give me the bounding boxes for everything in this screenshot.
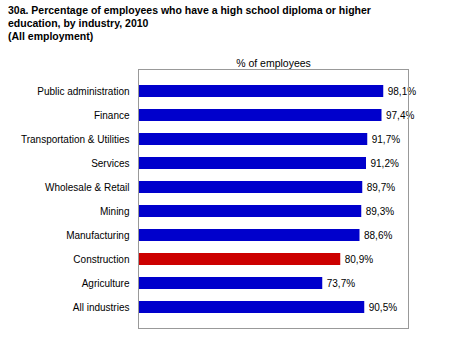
svg-text:89,7%: 89,7%	[367, 182, 395, 193]
svg-text:Construction: Construction	[73, 254, 129, 265]
svg-text:91,7%: 91,7%	[372, 134, 400, 145]
svg-text:98,1%: 98,1%	[388, 86, 416, 97]
svg-text:80,9%: 80,9%	[345, 254, 373, 265]
svg-text:Public administration: Public administration	[37, 86, 129, 97]
svg-text:73,7%: 73,7%	[327, 278, 355, 289]
svg-text:Manufacturing: Manufacturing	[66, 230, 129, 241]
svg-text:Wholesale & Retail: Wholesale & Retail	[45, 182, 129, 193]
svg-text:90,5%: 90,5%	[369, 302, 397, 313]
svg-text:88,6%: 88,6%	[364, 230, 392, 241]
svg-text:All industries: All industries	[73, 302, 130, 313]
svg-text:91,2%: 91,2%	[371, 158, 399, 169]
svg-text:Services: Services	[91, 158, 129, 169]
svg-text:Mining: Mining	[100, 206, 129, 217]
svg-text:% of employees: % of employees	[236, 57, 311, 69]
svg-text:Finance: Finance	[94, 110, 130, 121]
svg-text:89,3%: 89,3%	[366, 206, 394, 217]
svg-text:Agriculture: Agriculture	[82, 278, 130, 289]
html-text:30a. Percentage of employees w: 30a. Percentage of employees who have a …	[8, 4, 371, 42]
svg-text:97,4%: 97,4%	[386, 110, 414, 121]
svg-text:Transportation & Utilities: Transportation & Utilities	[21, 134, 130, 145]
